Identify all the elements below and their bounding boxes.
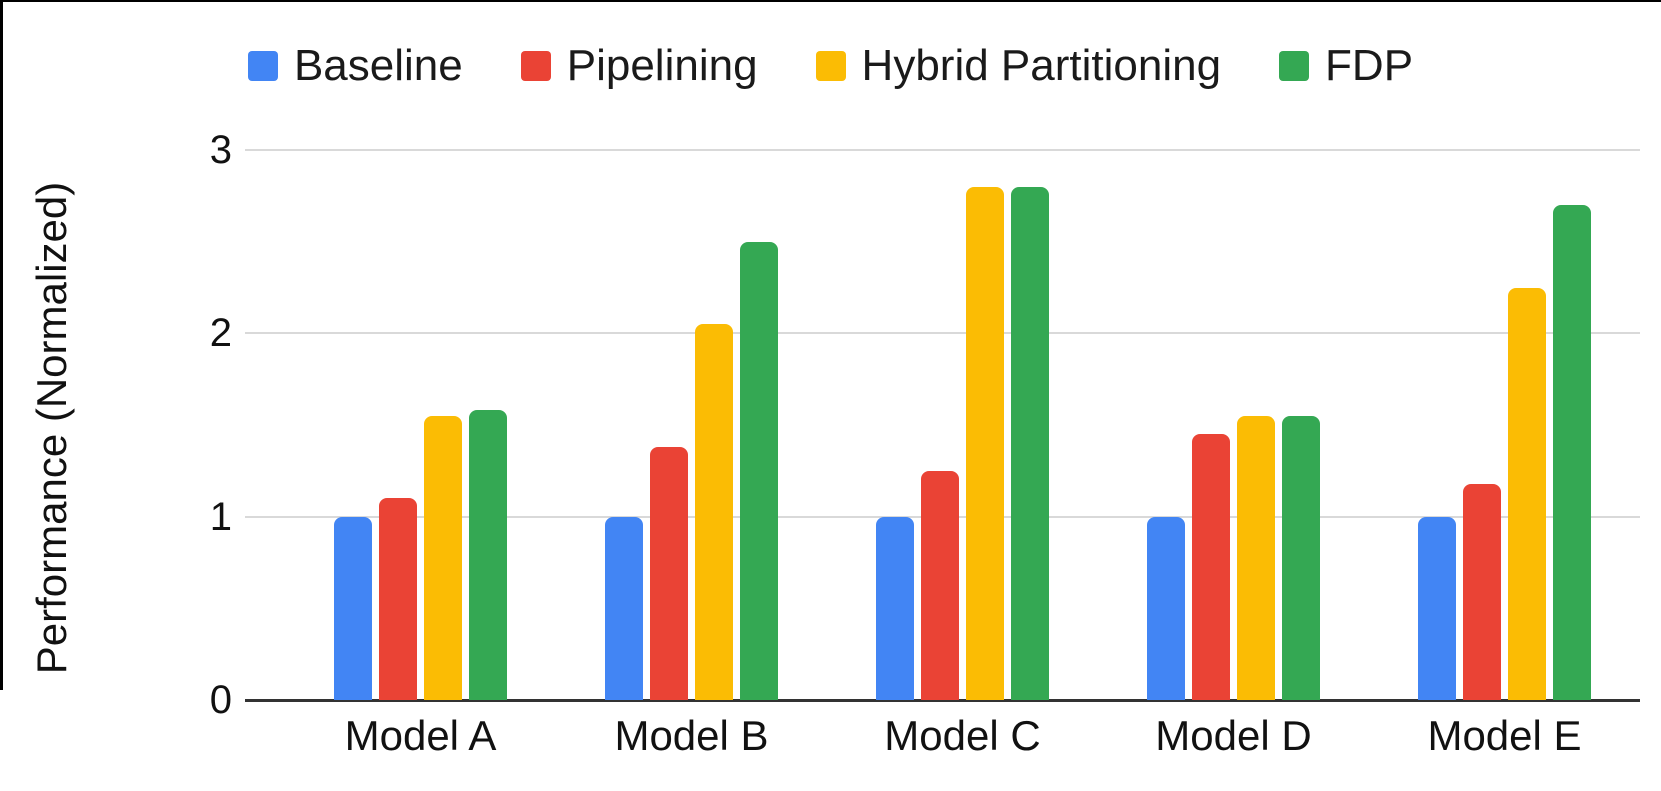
legend-swatch-baseline (247, 51, 278, 81)
plot-area (245, 149, 1640, 702)
bar-model-b-hybrid-partitioning (695, 324, 733, 700)
bar-model-c-pipelining (921, 470, 959, 700)
x-axis-label-model-b: Model B (614, 712, 769, 759)
legend-item-pipelining: Pipelining (520, 41, 758, 90)
x-axis-labels: Model A Model B Model C Model D Model E (245, 712, 1640, 772)
bar-model-c-fdp (1011, 186, 1049, 700)
bar-group-model-b (556, 150, 827, 700)
legend-label: Pipelining (566, 41, 758, 90)
gridline-y3 (245, 149, 1640, 151)
bar-group-model-e (1369, 150, 1640, 700)
legend-item-fdp: FDP (1279, 44, 1413, 88)
bar-model-a-hybrid-partitioning (424, 415, 462, 700)
x-axis-label-model-d: Model D (1155, 712, 1312, 759)
bar-model-a-baseline (334, 516, 372, 700)
y-tick-label-2: 2 (209, 311, 232, 356)
legend-swatch-fdp (1279, 51, 1310, 81)
bar-group-model-a (285, 150, 556, 700)
bar-model-e-baseline (1418, 516, 1456, 700)
bar-model-a-pipelining (379, 498, 417, 700)
gridline-y2 (245, 332, 1640, 335)
bar-model-d-fdp (1282, 415, 1320, 700)
y-tick-label-3: 3 (209, 128, 232, 172)
bar-model-d-baseline (1147, 516, 1185, 700)
bar-model-e-fdp (1553, 205, 1591, 700)
legend-label: Hybrid Partitioning (861, 41, 1222, 90)
legend-item-hybrid-partitioning: Hybrid Partitioning (815, 41, 1222, 90)
x-axis-label-model-c: Model C (884, 712, 1041, 759)
window-border-left (0, 0, 3, 690)
legend-swatch-pipelining (520, 51, 551, 81)
x-axis-line (245, 699, 1640, 702)
y-tick-label-1: 1 (209, 494, 232, 539)
x-axis-label-model-e: Model E (1427, 712, 1582, 759)
y-axis-title: Performance (Normalized) (28, 181, 75, 675)
bar-model-d-pipelining (1192, 434, 1230, 700)
bar-group-model-d (1098, 150, 1369, 700)
bar-model-b-pipelining (650, 447, 688, 700)
legend-label: Baseline (293, 41, 463, 90)
bar-model-c-baseline (876, 516, 914, 700)
bar-model-c-hybrid-partitioning (966, 186, 1004, 700)
legend-label: FDP (1325, 41, 1414, 90)
legend-swatch-hybrid-partitioning (815, 51, 846, 81)
legend-item-baseline: Baseline (247, 41, 463, 90)
chart-legend: Baseline Pipelining Hybrid Partitioning FDP (0, 36, 1661, 96)
window-border-top (0, 0, 1661, 2)
bar-model-e-hybrid-partitioning (1508, 287, 1546, 700)
bar-groups (245, 150, 1640, 700)
bar-model-b-baseline (605, 516, 643, 700)
bar-model-a-fdp (469, 410, 507, 700)
bar-model-d-hybrid-partitioning (1237, 415, 1275, 700)
y-tick-label-0: 0 (209, 678, 232, 722)
bar-model-e-pipelining (1463, 483, 1501, 700)
bar-model-b-fdp (740, 241, 778, 700)
bar-group-model-c (827, 150, 1098, 700)
x-axis-label-model-a: Model A (344, 712, 497, 759)
